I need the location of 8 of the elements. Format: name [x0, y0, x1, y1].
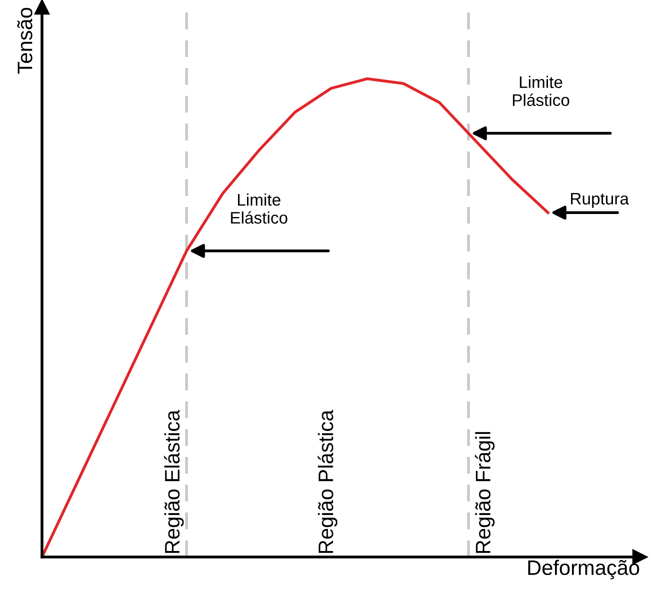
text: Ruptura — [571, 192, 629, 208]
annotation: Limite Plástico — [512, 76, 570, 106]
y-axis-title: Tensão — [17, 8, 32, 74]
annotation: Região Plástica — [318, 410, 338, 553]
annotation: Limite Elástico — [231, 194, 288, 224]
annotation: Região Frágil — [474, 432, 495, 553]
annotation: Região Elástica — [164, 410, 184, 553]
x-axis-title: Deformação — [528, 560, 640, 580]
